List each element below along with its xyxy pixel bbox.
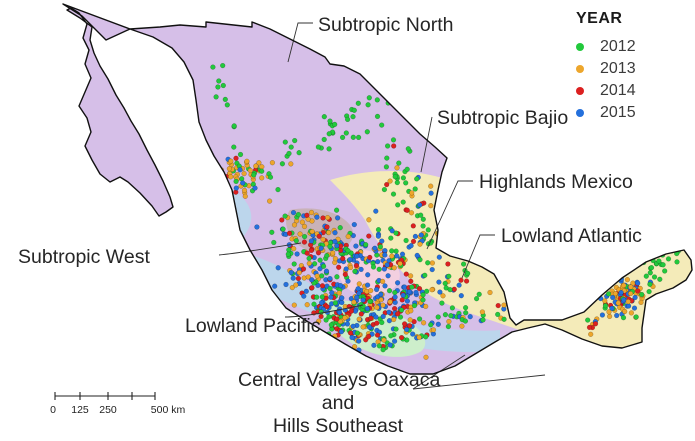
- svg-text:125: 125: [71, 404, 89, 416]
- svg-text:500 km: 500 km: [151, 404, 186, 416]
- svg-text:0: 0: [50, 404, 56, 416]
- svg-text:250: 250: [99, 404, 117, 416]
